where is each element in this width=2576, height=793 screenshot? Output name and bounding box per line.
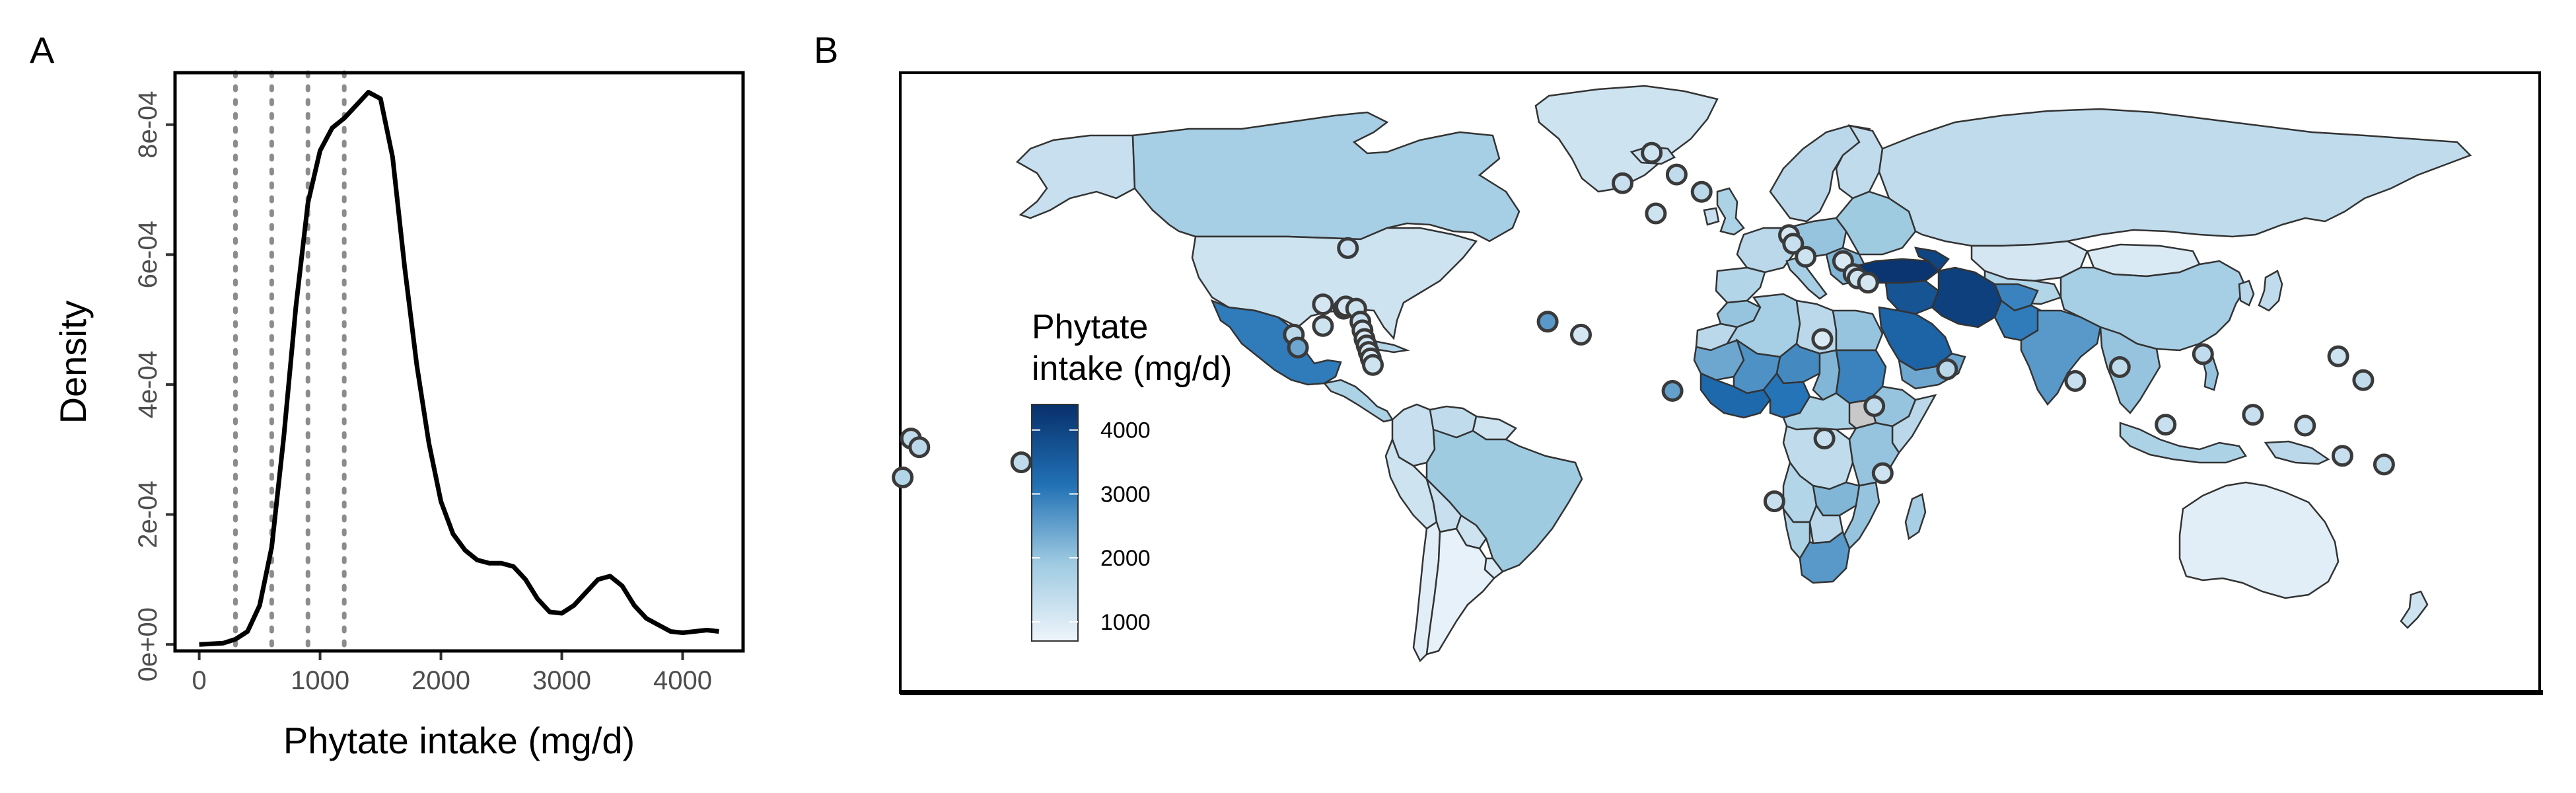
map-point-29: [1795, 246, 1817, 268]
map-point-33: [1857, 272, 1879, 294]
map-point-37: [1871, 462, 1894, 484]
region-canada: [1131, 111, 1521, 243]
map-point-17: [892, 467, 914, 488]
region-alaska: [1015, 134, 1136, 219]
map-point-16: [908, 436, 931, 459]
region-india: [2020, 309, 2102, 406]
map-point-36: [1863, 395, 1886, 417]
map-point-44: [2294, 414, 2316, 437]
country-layer: [1015, 85, 2472, 663]
density-plot: 0 1000 2000 3000 4000 0e+00 2e-04 4e-04 6e-04 8e…: [52, 70, 745, 761]
map-point-18: [1010, 451, 1032, 474]
map-point-2: [1337, 237, 1359, 259]
map-point-4: [1312, 315, 1334, 337]
region-papua-new-guinea: [2264, 440, 2330, 465]
map-point-34: [1811, 328, 1834, 350]
map-point-41: [2108, 356, 2131, 378]
map-point-35: [1813, 428, 1836, 450]
color-legend: Phytate intake (mg/d) 1000 2000 3000 4000: [1031, 308, 1232, 642]
y-tick-label-1: 2e-04: [133, 480, 162, 548]
map-point-47: [2331, 445, 2353, 467]
world-map: Phytate intake (mg/d) 1000 2000 3000 4000: [892, 71, 2543, 695]
map-point-1: [1287, 336, 1309, 359]
map-point-3: [1312, 293, 1334, 316]
map-point-42: [2155, 414, 2177, 436]
map-point-39: [1936, 358, 1958, 381]
map-point-24: [1690, 180, 1713, 203]
region-mexico: [1210, 299, 1342, 386]
threshold-lines: [233, 70, 347, 654]
y-tick-label-0: 0e+00: [133, 607, 162, 681]
map-point-20: [1570, 323, 1592, 346]
map-point-19: [1536, 311, 1559, 333]
region-madagascar: [1904, 493, 1927, 541]
map-point-38: [1763, 490, 1785, 513]
x-tick-label-1: 1000: [291, 666, 349, 695]
legend-tick-label-1: 2000: [1100, 546, 1151, 571]
y-axis-title: Density: [52, 301, 94, 424]
panel-label-b: B: [814, 29, 838, 71]
x-tick-label-3: 3000: [532, 666, 591, 695]
region-indonesia: [2119, 422, 2247, 464]
map-point-25: [1645, 202, 1667, 225]
map-point-46: [2352, 369, 2375, 391]
legend-title-line-1: Phytate: [1032, 308, 1148, 346]
legend-title-line-2: intake (mg/d): [1032, 350, 1232, 388]
region-japan: [2258, 270, 2283, 312]
map-point-22: [1641, 141, 1663, 164]
y-tick-label-2: 4e-04: [133, 351, 162, 418]
map-point-48: [2373, 453, 2395, 476]
map-point-40: [2064, 370, 2087, 392]
region-mozambique: [1843, 481, 1880, 550]
region-west-africa: [1699, 372, 1771, 419]
region-united-kingdom: [1716, 187, 1745, 236]
map-point-14: [1362, 354, 1384, 376]
plot-frame: [173, 71, 745, 653]
region-greenland: [1534, 85, 1719, 193]
region-russia: [1878, 108, 2472, 247]
map-point-43: [2192, 343, 2214, 365]
x-tick-label-4: 4000: [653, 666, 712, 695]
legend-tick-label-2: 3000: [1100, 482, 1151, 507]
y-tick-label-4: 8e-04: [133, 91, 162, 158]
region-iberia: [1715, 266, 1766, 304]
region-ireland: [1703, 207, 1720, 226]
map-point-28: [1782, 233, 1805, 255]
region-australia: [2178, 481, 2340, 599]
panel-label-a: A: [30, 29, 55, 71]
density-line: [199, 90, 719, 647]
region-south-africa: [1799, 531, 1851, 584]
x-tick-label-2: 2000: [411, 666, 470, 695]
map-point-23: [1665, 163, 1688, 186]
x-axis: 0 1000 2000 3000 4000: [192, 651, 712, 695]
region-argentina: [1425, 527, 1495, 656]
map-point-45: [2327, 345, 2349, 367]
map-point-21: [1612, 172, 1633, 194]
legend-ticks: 1000 2000 3000 4000: [1032, 418, 1151, 635]
point-layer: [892, 141, 2395, 513]
legend-color-bar: [1031, 404, 1079, 642]
legend-tick-label-3: 4000: [1100, 418, 1151, 443]
y-axis: 0e+00 2e-04 4e-04 6e-04 8e-04: [133, 91, 175, 681]
x-axis-title: Phytate intake (mg/d): [283, 720, 635, 761]
legend-tick-label-0: 1000: [1100, 610, 1151, 635]
map-point-49: [2242, 404, 2264, 426]
x-tick-label-0: 0: [192, 666, 206, 695]
map-point-26: [1661, 380, 1684, 402]
region-korea: [2238, 280, 2255, 307]
region-new-zealand: [2400, 590, 2429, 629]
y-tick-label-3: 6e-04: [133, 221, 162, 288]
region-iran: [1931, 266, 2003, 328]
